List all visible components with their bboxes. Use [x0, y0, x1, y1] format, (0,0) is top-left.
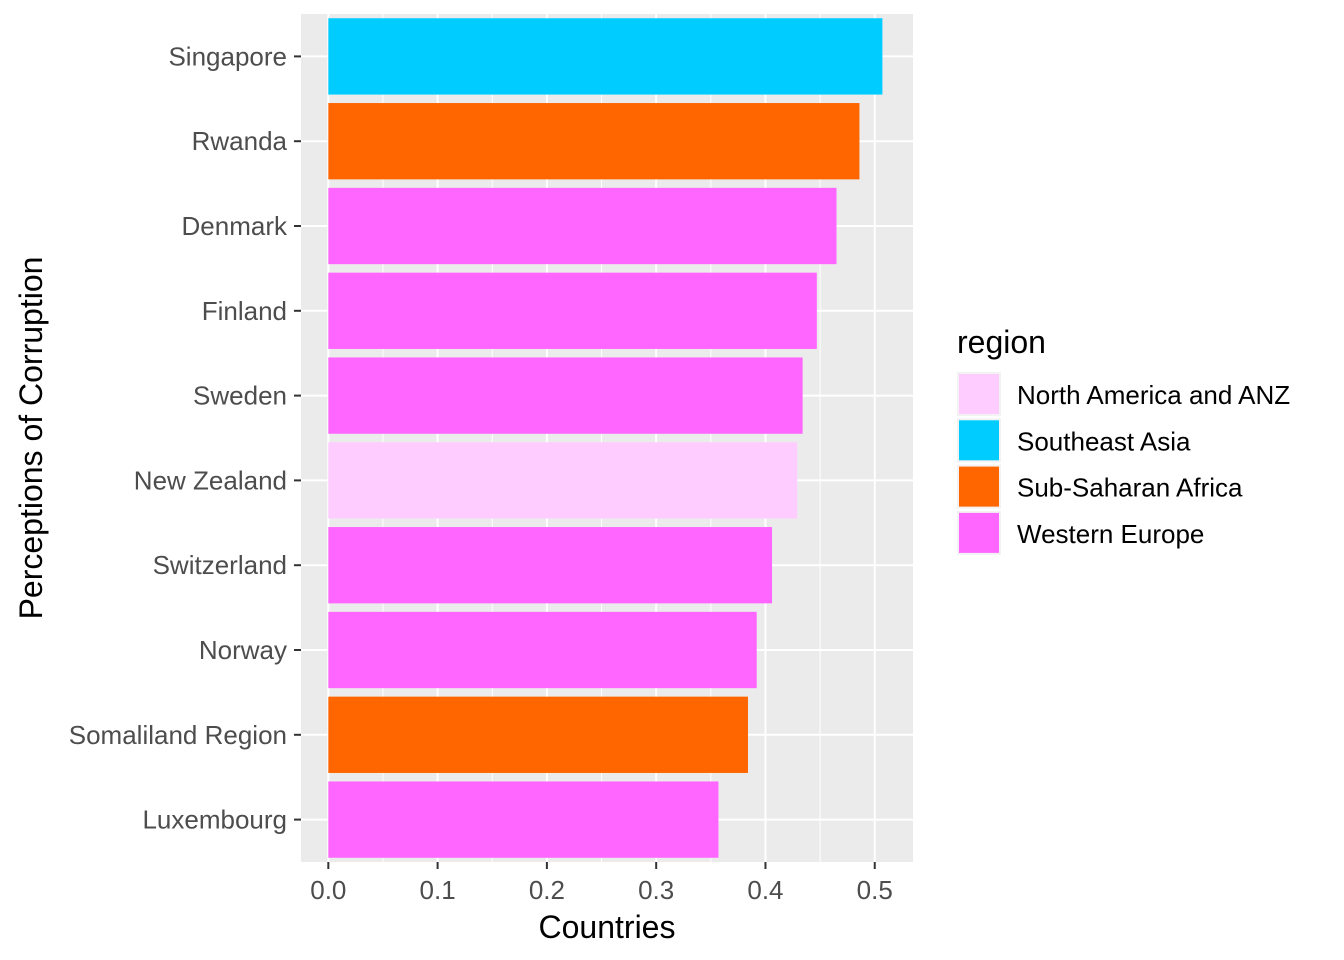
- bar: [328, 357, 803, 434]
- legend-label: Sub-Saharan Africa: [1017, 473, 1243, 503]
- bar: [328, 611, 757, 689]
- y-axis-title: Perceptions of Corruption: [13, 257, 49, 620]
- bar: [328, 18, 883, 95]
- y-tick-label: Sweden: [193, 381, 287, 411]
- legend-key: [959, 374, 999, 414]
- x-axis-title: Countries: [539, 909, 676, 945]
- bar: [328, 696, 748, 773]
- legend-label: Western Europe: [1017, 519, 1204, 549]
- legend-key: [959, 420, 999, 461]
- legend-label: Southeast Asia: [1017, 426, 1191, 456]
- x-tick-label: 0.1: [420, 875, 456, 905]
- bar: [328, 527, 773, 604]
- bars: [328, 18, 883, 858]
- x-tick-label: 0.3: [638, 875, 674, 905]
- y-tick-label: Norway: [199, 635, 287, 665]
- legend: region North America and ANZ Southeast As…: [957, 324, 1290, 555]
- legend-label: North America and ANZ: [1017, 380, 1290, 410]
- legend-key: [959, 466, 999, 507]
- bar: [328, 103, 860, 180]
- x-tick-label: 0.0: [310, 875, 346, 905]
- legend-key: [959, 512, 999, 553]
- y-tick-label: Luxembourg: [142, 805, 287, 835]
- y-tick-label: Denmark: [182, 211, 288, 241]
- y-tick-label: Rwanda: [192, 126, 288, 156]
- y-tick-label: Switzerland: [153, 550, 287, 580]
- x-tick-label: 0.5: [857, 875, 893, 905]
- bar: [328, 781, 719, 858]
- y-tick-label: Finland: [202, 296, 287, 326]
- bar: [328, 187, 837, 265]
- x-tick-label: 0.4: [747, 875, 783, 905]
- legend-title: region: [957, 324, 1046, 360]
- y-axis: Singapore Rwanda Denmark Finland Sweden New Z…: [69, 41, 301, 835]
- bar: [328, 442, 798, 519]
- x-axis: 0.0 0.1 0.2 0.3 0.4 0.5: [310, 862, 893, 905]
- y-tick-label: Somaliland Region: [69, 720, 287, 750]
- x-tick-label: 0.2: [529, 875, 565, 905]
- y-tick-label: New Zealand: [134, 465, 287, 495]
- bar: [328, 272, 817, 349]
- y-tick-label: Singapore: [168, 41, 287, 71]
